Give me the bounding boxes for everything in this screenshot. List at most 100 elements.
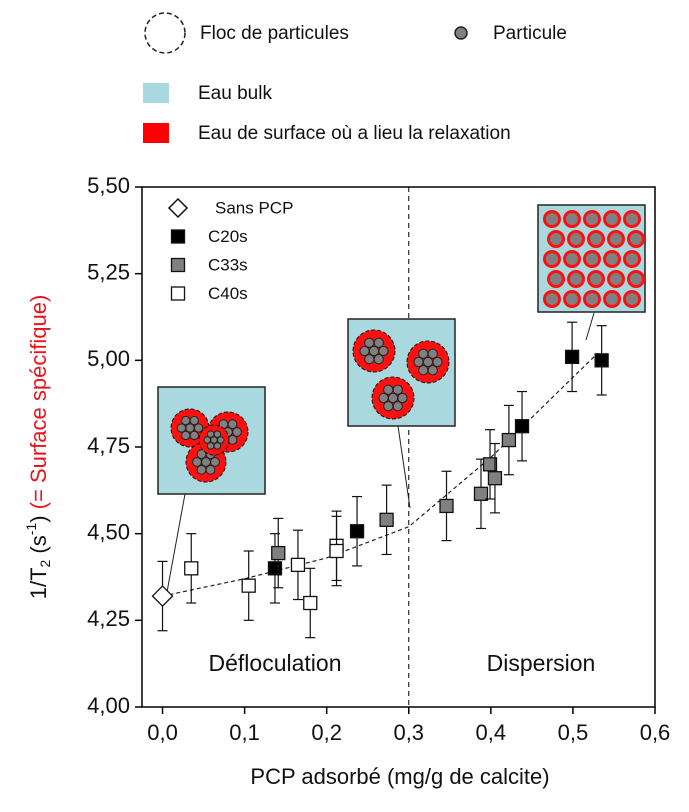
particle (373, 337, 384, 348)
particle (203, 436, 212, 444)
particle-dispersed (607, 230, 625, 248)
point (594, 353, 609, 368)
particle (387, 392, 399, 404)
x-tick-label: 0,2 (311, 720, 342, 745)
particle (205, 464, 216, 475)
point (184, 561, 199, 576)
particle (432, 356, 443, 368)
particle (213, 442, 222, 450)
inset-connector (166, 493, 186, 593)
legend-marker (167, 197, 189, 219)
particle (192, 457, 202, 467)
particle-dispersed (587, 230, 605, 248)
x-tick-label: 0,6 (640, 720, 671, 745)
key-bulk: Eau bulk (198, 83, 272, 104)
point (487, 471, 503, 486)
particle (213, 430, 222, 438)
x-tick-label: 0,0 (147, 720, 178, 745)
particle (193, 423, 204, 433)
particle-dispersed (583, 210, 601, 228)
y-tick-label: 4,75 (87, 433, 130, 458)
y-tick-label: 4,50 (87, 519, 130, 544)
point (349, 524, 365, 539)
legend-label: C33s (208, 255, 248, 274)
particle-dispersed (567, 230, 585, 248)
x-tick-label: 0,4 (476, 720, 507, 745)
particle-dispersed (603, 210, 621, 228)
particle-dispersed (603, 250, 621, 268)
particle-dispersed (563, 290, 581, 308)
particle (392, 401, 403, 412)
particle (210, 457, 220, 467)
key-surface: Eau de surface où a lieu la relaxation (198, 123, 511, 144)
inset-connector (585, 312, 595, 341)
key-surface-icon (143, 123, 169, 143)
y-label-part: ) (26, 515, 51, 522)
x-tick-label: 0,1 (229, 720, 260, 745)
y-tick-label: 5,50 (87, 173, 130, 198)
particle (181, 415, 191, 426)
annotation: Défloculation (209, 650, 342, 676)
particle (383, 384, 394, 395)
point (514, 419, 530, 434)
particle-dispersed (547, 270, 565, 288)
particle-dispersed (583, 290, 601, 308)
particle (189, 430, 199, 441)
particle (364, 337, 375, 348)
point (439, 498, 454, 514)
y-tick-label: 4,25 (87, 606, 130, 631)
particle-dispersed (563, 210, 581, 228)
particle-dispersed (547, 230, 565, 248)
particle (378, 392, 389, 404)
particle (397, 392, 408, 404)
particle (364, 354, 375, 365)
key-bulk-icon (143, 83, 169, 103)
inset-connector (397, 425, 411, 509)
key-floc-icon (144, 12, 186, 54)
legend-label: C20s (208, 227, 248, 246)
y-axis-label: 1/T2 (s-1) (= Surface spécifique) (23, 295, 53, 600)
particle (227, 419, 238, 430)
particle-dispersed (623, 290, 641, 308)
particle-dispersed (543, 250, 561, 268)
particle-dispersed (627, 230, 645, 248)
annotation: Dispersion (487, 650, 596, 676)
particle (206, 442, 215, 450)
particle (392, 384, 403, 395)
particle (422, 356, 434, 368)
particle (206, 430, 215, 438)
particle (418, 365, 429, 376)
particle (383, 401, 394, 412)
x-tick-label: 0,3 (393, 720, 424, 745)
point (303, 595, 318, 611)
particle-dispersed (623, 210, 641, 228)
particle-dispersed (587, 270, 605, 288)
y-label-part: (s (26, 535, 51, 559)
legend-label: Sans PCP (215, 198, 293, 217)
particle (189, 415, 199, 426)
legend-marker (170, 286, 186, 301)
point (379, 512, 394, 527)
particle-dispersed (623, 250, 641, 268)
key-particle: Particule (493, 23, 567, 44)
point (151, 585, 174, 607)
key-floc: Floc de particules (200, 23, 349, 44)
particle (378, 345, 389, 357)
particle (201, 457, 211, 467)
point (482, 457, 498, 472)
particle (196, 464, 207, 475)
particle-dispersed (543, 290, 561, 308)
particle (427, 348, 438, 359)
point (290, 557, 306, 573)
particle-dispersed (543, 210, 561, 228)
point (473, 486, 489, 501)
key-particle-icon (454, 26, 468, 40)
particle (232, 427, 242, 437)
legend-label: C40s (208, 284, 248, 303)
point (267, 561, 283, 576)
particle (368, 345, 380, 357)
legend-marker (170, 257, 186, 273)
y-tick-label: 5,25 (87, 259, 130, 284)
y-tick-label: 4,00 (87, 693, 130, 718)
